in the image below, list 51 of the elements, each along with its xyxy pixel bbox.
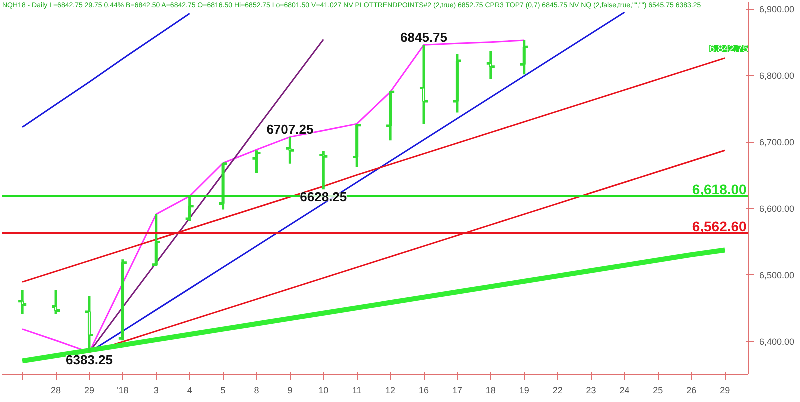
y-tick-label: 6,900.00 [760,4,795,15]
x-tick-label: 28 [51,386,62,396]
candlestick [251,149,262,174]
candlestick [118,258,128,342]
y-tick-label: 6,800.00 [760,71,795,82]
candlestick [385,90,396,142]
candlestick [151,213,162,268]
candlestick [486,50,496,81]
x-tick-label: 16 [419,386,430,396]
y-tick-label: 6,400.00 [760,336,795,347]
annotation: 6,842.75 [710,44,749,55]
x-tick-label: 4 [187,386,192,396]
x-tick-label: 5 [220,386,226,396]
x-tick-label: 12 [386,386,396,396]
y-tick-label: 6,500.00 [760,270,795,280]
candlestick [84,294,95,354]
x-tick-label: 10 [318,386,329,396]
x-tick-label: 9 [288,386,293,396]
x-tick-label: 17 [452,386,462,396]
x-tick-label: 19 [519,386,530,396]
annotation: 6628.25 [300,190,348,205]
x-tick-label: 22 [552,386,563,396]
annotation: 6707.25 [266,122,314,138]
x-tick-label: 23 [586,386,596,396]
candlestick [218,162,229,212]
line-series [22,13,191,128]
y-tick-label: 6,600.00 [760,204,795,214]
x-tick-label: 18 [486,386,496,396]
candlestick [418,44,430,126]
x-tick-label: 3 [154,386,159,396]
x-tick-label: 29 [84,386,94,396]
candlestick [452,53,463,114]
x-tick-label: 26 [686,386,697,396]
candlestick [50,288,62,316]
candlestick [17,288,28,316]
x-tick-label: 25 [653,386,664,396]
x-tick-label: 29 [720,386,730,396]
candlestick [519,39,530,76]
x-tick-label: 11 [352,386,362,396]
ref-line-label: 6,562.60 [692,218,748,234]
candlestick [184,195,196,222]
x-tick-label: 8 [254,386,260,396]
candlestick [318,150,329,191]
candlestick [352,122,362,168]
ref-line-label: 6,618.00 [692,181,748,198]
x-tick-label: '18 [117,386,129,396]
y-tick-label: 6,700.00 [760,138,795,148]
annotation: 6845.75 [400,30,448,46]
annotation: 6383.25 [66,352,113,368]
x-tick-label: 24 [620,386,630,396]
candlestick [284,136,296,166]
